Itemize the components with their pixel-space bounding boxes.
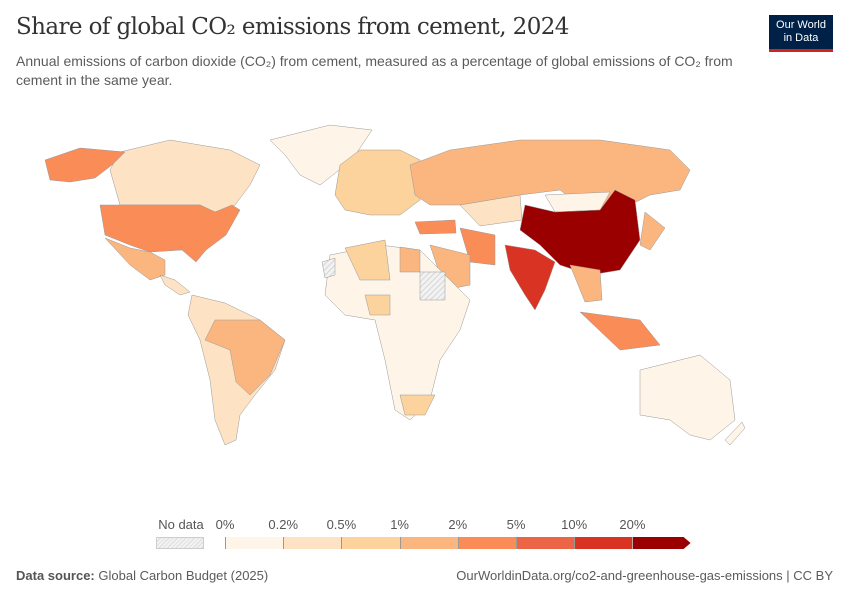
legend-tick-label: 0.2%	[268, 517, 299, 532]
logo-line-2: in Data	[783, 32, 819, 44]
no-data-label: No data	[158, 517, 204, 532]
legend-tick-label: 1%	[390, 517, 409, 532]
country-shape[interactable]	[104, 237, 166, 281]
legend-swatch[interactable]	[341, 537, 400, 549]
legend-swatch[interactable]	[399, 537, 458, 549]
country-shape[interactable]	[399, 394, 436, 416]
chart-title: Share of global CO₂ emissions from cemen…	[16, 14, 569, 40]
legend-tick-label: 20%	[619, 517, 646, 532]
data-source: Data source: Global Carbon Budget (2025)	[16, 568, 268, 583]
color-legend: No data 0% 0.2% 0.5% 1% 2% 5% 10% 20%	[0, 510, 850, 555]
source-url-link[interactable]: OurWorldinData.org/co2-and-greenhouse-ga…	[456, 568, 833, 583]
country-shape[interactable]	[639, 211, 666, 251]
legend-swatch[interactable]	[632, 537, 691, 549]
country-shape[interactable]	[579, 311, 661, 351]
source-value: Global Carbon Budget (2025)	[98, 568, 269, 583]
logo-line-1: Our World	[776, 19, 826, 31]
country-shape[interactable]	[639, 354, 736, 441]
legend-tick-label: 10%	[561, 517, 588, 532]
country-shape[interactable]	[159, 274, 191, 296]
legend-swatch[interactable]	[283, 537, 342, 549]
country-shape[interactable]	[364, 294, 391, 316]
world-map	[44, 124, 746, 446]
chart-subtitle: Annual emissions of carbon dioxide (CO₂)…	[16, 53, 733, 88]
country-shape[interactable]	[399, 246, 421, 273]
country-shape[interactable]	[519, 189, 641, 276]
country-shape[interactable]	[44, 147, 126, 183]
legend-tick-label: 5%	[506, 517, 526, 532]
country-shape[interactable]	[569, 264, 603, 303]
country-shape[interactable]	[414, 219, 457, 235]
legend-tick-label: 2%	[448, 517, 468, 532]
legend-tick-label: 0.5%	[326, 517, 357, 532]
country-shape[interactable]	[419, 271, 446, 301]
country-shape[interactable]	[269, 124, 373, 186]
legend-swatch[interactable]	[574, 537, 633, 549]
country-shape[interactable]	[334, 149, 421, 216]
legend-swatch[interactable]	[225, 537, 284, 549]
country-shape[interactable]	[321, 257, 336, 279]
source-label: Data source:	[16, 568, 95, 583]
country-shape[interactable]	[204, 319, 286, 396]
country-shape[interactable]	[99, 204, 241, 263]
legend-tick-label: 0%	[215, 517, 235, 532]
country-shape[interactable]	[109, 139, 261, 213]
owid-logo[interactable]: Our World in Data	[769, 15, 833, 52]
country-shape[interactable]	[504, 244, 556, 311]
country-shape[interactable]	[544, 191, 611, 213]
no-data-swatch	[156, 537, 204, 549]
country-shape[interactable]	[344, 239, 391, 281]
legend-swatch[interactable]	[516, 537, 575, 549]
legend-swatch[interactable]	[457, 537, 516, 549]
country-shape[interactable]	[724, 421, 746, 446]
